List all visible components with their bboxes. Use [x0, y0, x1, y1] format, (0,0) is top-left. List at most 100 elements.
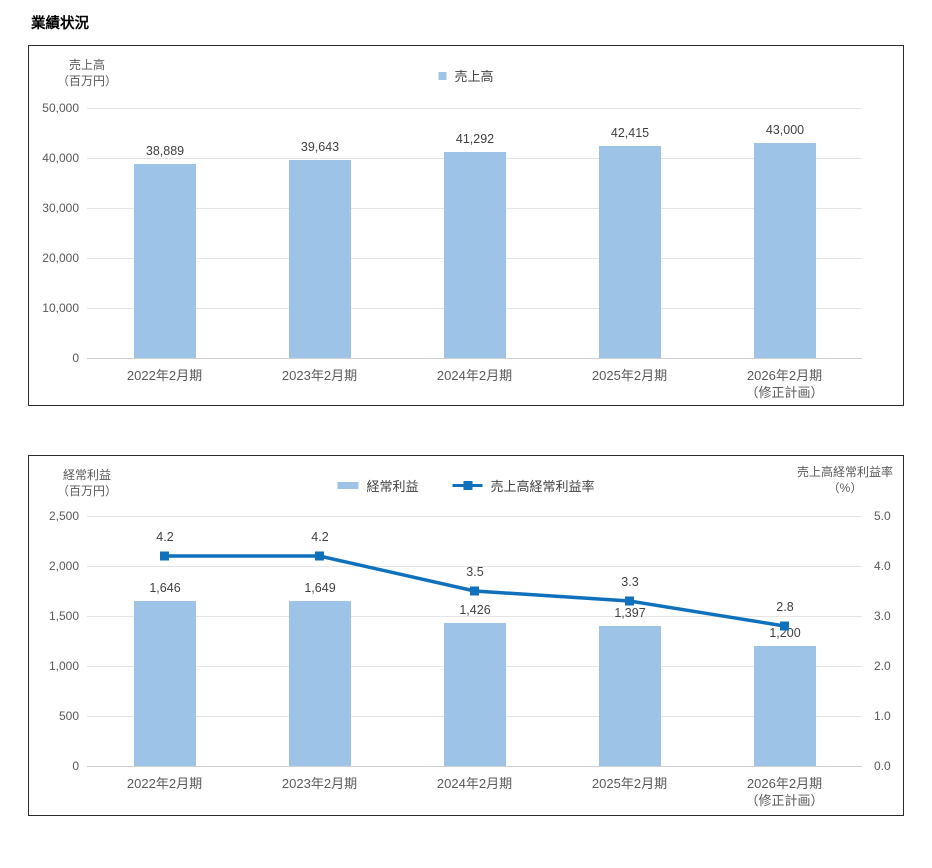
gridline [87, 766, 862, 767]
bar [289, 601, 351, 766]
y-axis-tick-label: 10,000 [42, 301, 79, 315]
plot-area: 38,889 39,643 41,292 42,415 43,000 [87, 108, 862, 359]
plot-area: 1,646 1,649 1,426 1,397 1,200 4.2 4.2 3.5 3.3 2.8 [87, 516, 862, 767]
y-axis-tick-label: 20,000 [42, 251, 79, 265]
right-y-axis-tick-label: 3.0 [874, 609, 891, 623]
x-category-label: 2024年2月期 [397, 775, 552, 792]
gridline [87, 358, 862, 359]
y-axis-tick-label: 1,000 [48, 659, 79, 673]
bar-value-label: 41,292 [455, 132, 495, 146]
x-category-label-line: 2022年2月期 [126, 368, 203, 383]
y-axis-tick-label: 1,500 [48, 609, 79, 623]
bar-swatch-icon [438, 71, 447, 80]
x-category-label-line: 2023年2月期 [281, 776, 358, 791]
gridline [87, 108, 862, 109]
bar [754, 143, 816, 358]
x-category-label-line: 2022年2月期 [126, 776, 203, 791]
bar [599, 146, 661, 358]
line-swatch-icon [452, 481, 483, 490]
line-value-label: 2.8 [776, 600, 794, 614]
line-series [160, 551, 789, 631]
x-category-label: 2023年2月期 [242, 775, 397, 792]
x-category-label-line: 2024年2月期 [436, 776, 513, 791]
left-axis-title: 売上高 （百万円） [43, 57, 131, 89]
right-axis-title-line2: （%） [827, 481, 863, 495]
x-category-label: 2022年2月期 [87, 775, 242, 792]
right-y-axis-tick-label: 1.0 [874, 709, 891, 723]
bar [289, 160, 351, 358]
bar-value-label: 1,426 [459, 603, 491, 617]
x-category-label: 2025年2月期 [552, 367, 707, 384]
line-point-marker [315, 551, 324, 561]
bar [599, 626, 661, 766]
x-category-label: 2024年2月期 [397, 367, 552, 384]
legend-item-sales: 売上高 [438, 66, 494, 85]
y-axis-tick-label: 40,000 [42, 151, 79, 165]
line-value-label: 3.3 [621, 575, 639, 589]
line-point-marker [625, 596, 634, 606]
left-axis-title-line2: （百万円） [56, 484, 117, 498]
y-axis-tick-label: 0 [72, 351, 79, 365]
bar-value-label: 1,646 [149, 581, 181, 595]
bar-value-label: 1,649 [304, 581, 336, 595]
right-y-axis-tick-label: 5.0 [874, 509, 891, 523]
x-category-label-line: 2026年2月期 [746, 776, 823, 791]
right-y-axis-tick-label: 4.0 [874, 559, 891, 573]
y-axis-tick-label: 50,000 [42, 101, 79, 115]
legend-item-margin: 売上高経常利益率 [452, 476, 595, 495]
gridline [87, 616, 862, 617]
x-category-label: 2026年2月期 （修正計画） [707, 775, 862, 809]
line-value-label: 4.2 [156, 530, 174, 544]
page-title: 業績状況 [31, 16, 89, 32]
bar [444, 623, 506, 766]
bar [444, 152, 506, 358]
bar-value-label: 42,415 [610, 126, 650, 140]
bar-swatch-icon [337, 482, 359, 489]
sales-chart-panel: 売上高 （百万円） 売上高 38,889 39,643 41,292 42,415 43… [28, 45, 904, 406]
line-point-marker [470, 586, 479, 596]
x-category-label: 2025年2月期 [552, 775, 707, 792]
left-axis-title-line2: （百万円） [56, 74, 117, 88]
x-category-label: 2023年2月期 [242, 367, 397, 384]
line-point-marker [160, 551, 169, 561]
bar-value-label: 1,397 [614, 606, 646, 620]
bar-value-label: 43,000 [765, 123, 805, 137]
right-y-axis-tick-label: 2.0 [874, 659, 891, 673]
bar [134, 164, 196, 358]
x-category-label-line: 2023年2月期 [281, 368, 358, 383]
x-category-label-line: 2024年2月期 [436, 368, 513, 383]
x-category-label-line: （修正計画） [745, 793, 824, 808]
legend: 売上高 [438, 66, 494, 85]
legend-label: 経常利益 [366, 479, 419, 494]
x-category-label-line: 2025年2月期 [591, 368, 668, 383]
bar-value-label: 1,200 [769, 626, 801, 640]
line-value-label: 3.5 [466, 565, 484, 579]
right-y-axis-tick-label: 0.0 [874, 759, 891, 773]
y-axis-tick-label: 500 [58, 709, 79, 723]
profit-chart-panel: 経常利益 （百万円） 売上高経常利益率 （%） 経常利益 売上高経常利益率 1,… [28, 455, 904, 816]
x-category-label-line: 2025年2月期 [591, 776, 668, 791]
legend-item-profit: 経常利益 [337, 476, 419, 495]
x-category-label-line: （修正計画） [745, 385, 824, 400]
bar-value-label: 38,889 [145, 144, 185, 158]
bar-value-label: 39,643 [300, 140, 340, 154]
line-value-label: 4.2 [311, 530, 329, 544]
right-axis-title: 売上高経常利益率 （%） [797, 464, 893, 496]
x-category-label: 2022年2月期 [87, 367, 242, 384]
y-axis-tick-label: 30,000 [42, 201, 79, 215]
left-axis-title-line1: 売上高 [68, 58, 105, 72]
y-axis-tick-label: 2,000 [48, 559, 79, 573]
x-category-label: 2026年2月期 （修正計画） [707, 367, 862, 401]
gridline [87, 516, 862, 517]
x-category-label-line: 2026年2月期 [746, 368, 823, 383]
gridline [87, 566, 862, 567]
legend: 経常利益 売上高経常利益率 [337, 476, 595, 495]
y-axis-tick-label: 2,500 [48, 509, 79, 523]
left-axis-title-line1: 経常利益 [62, 468, 111, 482]
left-axis-title: 経常利益 （百万円） [43, 467, 131, 499]
bar [134, 601, 196, 766]
line-point-marker [780, 621, 789, 631]
legend-label: 売上高経常利益率 [490, 479, 595, 494]
y-axis-tick-label: 0 [72, 759, 79, 773]
